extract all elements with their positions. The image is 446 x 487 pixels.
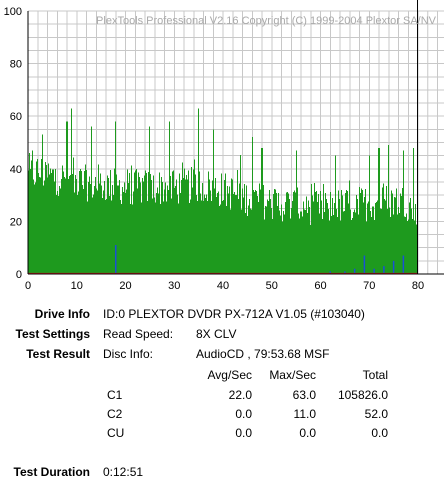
row-cu-total: 0.0 [371,426,388,440]
disc-info-label: Disc Info: [103,347,154,361]
chart-frame [27,0,444,275]
y-tick-label: 0 [16,269,22,281]
y-axis-ticks: 0 20 40 60 80 100 [4,6,22,281]
error-rate-chart: PlexTools Professional V2.16 Copyright (… [4,0,444,292]
read-speed-label: Read Speed: [103,327,174,341]
row-cu-name: CU [107,426,125,440]
row-c1-max: 63.0 [292,388,316,402]
row-c2-max: 11.0 [293,407,316,421]
x-tick-label: 80 [412,280,424,292]
x-tick-label: 40 [217,280,229,292]
y-tick-label: 80 [10,59,22,71]
x-tick-label: 20 [119,280,131,292]
row-c2-name: C2 [107,407,123,421]
x-tick-label: 60 [314,280,326,292]
drive-info-value: ID:0 PLEXTOR DVDR PX-712A V1.05 (#103040… [103,307,365,321]
col-header-total: Total [362,368,388,382]
chart-watermark: PlexTools Professional V2.16 Copyright (… [96,15,437,27]
y-tick-label: 40 [10,164,22,176]
y-tick-label: 60 [10,111,22,123]
y-tick-label: 20 [10,216,22,228]
row-c2-total: 52.0 [364,407,388,421]
row-c2-avg: 0.0 [235,407,252,421]
x-tick-label: 50 [266,280,278,292]
disc-info-value: AudioCD , 79:53.68 MSF [196,347,330,361]
row-c1-name: C1 [107,388,123,402]
x-tick-label: 10 [71,280,83,292]
test-duration-label: Test Duration [13,465,90,479]
row-cu-max: 0.0 [299,426,316,440]
test-duration-value: 0:12:51 [103,465,144,479]
test-settings-label: Test Settings [15,327,90,341]
x-axis-ticks: 0 10 20 30 40 50 60 70 80 [25,280,424,292]
x-tick-label: 30 [168,280,180,292]
x-tick-label: 0 [25,280,31,292]
y-tick-label: 100 [4,6,22,18]
row-cu-avg: 0.0 [235,426,252,440]
read-speed-value: 8X CLV [196,327,237,341]
row-c1-avg: 22.0 [228,388,252,402]
x-tick-label: 70 [363,280,375,292]
drive-info-label: Drive Info [34,307,90,321]
col-header-max: Max/Sec [269,368,316,382]
row-c1-total: 105826.0 [337,388,388,402]
test-result-label: Test Result [26,347,90,361]
col-header-avg: Avg/Sec [207,368,252,382]
